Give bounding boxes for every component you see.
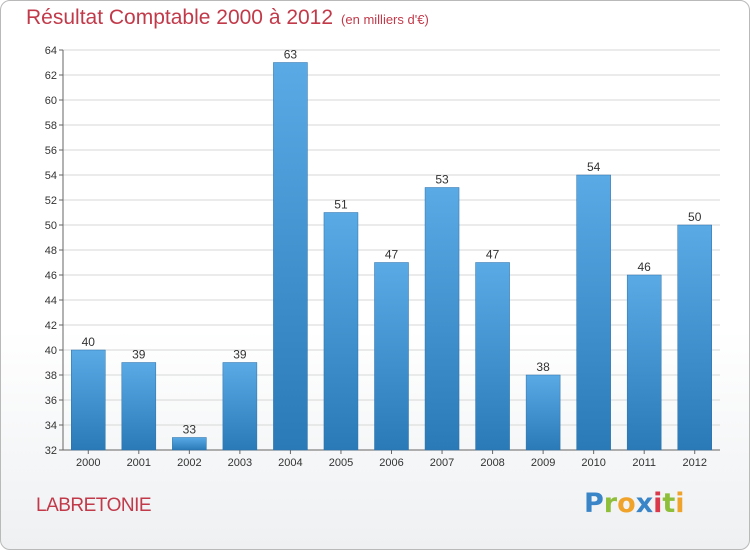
y-tick-label: 46: [45, 270, 57, 282]
chart-subtitle: (en milliers d'€): [341, 12, 429, 27]
x-tick-label-2003: 2003: [228, 457, 252, 469]
y-tick-label: 48: [45, 245, 57, 257]
y-tick-label: 32: [45, 445, 57, 457]
x-tick-label-2006: 2006: [379, 457, 403, 469]
data-label-2005: 51: [334, 198, 348, 212]
bar-2005: [323, 212, 359, 451]
y-tick-label: 64: [45, 45, 57, 57]
x-tick-label-2012: 2012: [682, 457, 706, 469]
y-tick-label: 52: [45, 195, 57, 207]
commune-name: LABRETONIE: [36, 495, 152, 516]
x-tick-label-2010: 2010: [581, 457, 605, 469]
x-tick-label-2001: 2001: [127, 457, 151, 469]
bar-2009: [525, 374, 561, 451]
chart-title-text: Résultat Comptable 2000 à 2012: [26, 6, 334, 29]
x-tick-label-2004: 2004: [278, 457, 302, 469]
bar-2007: [424, 187, 460, 451]
y-tick-label: 56: [45, 145, 57, 157]
proxiti-logo: Proxiti: [584, 488, 685, 519]
data-label-2010: 54: [587, 160, 601, 174]
y-tick-label: 50: [45, 220, 57, 232]
data-label-2004: 63: [284, 48, 298, 62]
x-tick-label-2011: 2011: [632, 457, 656, 469]
tick-labels: 32 34 36 38 40 42 44 46 48 50 52 54 56 58 60 62 64 2000 20…: [45, 45, 707, 469]
bar-2012: [677, 224, 712, 451]
y-tick-label: 44: [45, 295, 57, 307]
x-tick-label-2005: 2005: [329, 457, 353, 469]
x-tick-label-2002: 2002: [177, 457, 201, 469]
data-label-2003: 39: [233, 348, 247, 362]
data-label-2001: 39: [132, 348, 146, 362]
data-label-2012: 50: [688, 210, 702, 224]
data-label-2008: 47: [486, 248, 500, 262]
y-tick-label: 58: [45, 120, 57, 132]
data-label-2009: 38: [536, 360, 550, 374]
bar-2008: [475, 262, 510, 451]
data-label-2002: 33: [183, 423, 197, 437]
bar-2003: [222, 362, 258, 451]
bar-2010: [576, 174, 611, 451]
bar-2004: [273, 62, 308, 451]
data-label-2007: 53: [435, 173, 449, 187]
y-tick-label: 54: [45, 170, 57, 182]
y-tick-label: 38: [45, 370, 57, 382]
x-tick-label-2009: 2009: [531, 457, 555, 469]
y-tick-label: 60: [45, 95, 57, 107]
x-tick-label-2007: 2007: [430, 457, 454, 469]
bar-2000: [71, 349, 106, 451]
data-labels: 40 39 33 39 63 51 47 53 47 38 54 46 50: [82, 48, 702, 437]
bar-2011: [626, 274, 662, 451]
y-tick-label: 62: [45, 70, 57, 82]
y-tick-label: 42: [45, 320, 57, 332]
bars: [71, 62, 712, 451]
x-tick-label-2000: 2000: [76, 457, 100, 469]
y-tick-label: 36: [45, 395, 57, 407]
x-tick-label-2008: 2008: [480, 457, 504, 469]
data-label-2006: 47: [385, 248, 399, 262]
y-tick-label: 34: [45, 420, 57, 432]
chart-title: Résultat Comptable 2000 à 2012 (en millie…: [26, 6, 429, 30]
bar-2006: [374, 262, 409, 451]
y-tick-label: 40: [45, 345, 57, 357]
data-label-2011: 46: [638, 260, 652, 274]
bar-2001: [121, 362, 157, 451]
bar-2002: [172, 437, 207, 451]
data-label-2000: 40: [82, 335, 96, 349]
